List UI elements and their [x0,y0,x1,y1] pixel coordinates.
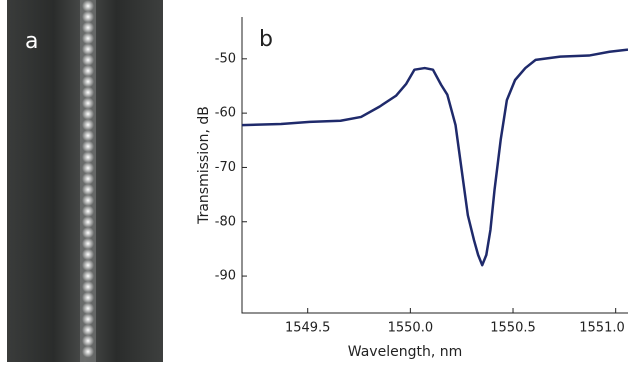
bead [82,0,94,12]
bead [82,302,94,314]
bead [82,54,94,66]
bead [82,119,94,131]
bead [82,194,94,206]
y-tick-label: -90 [215,269,236,284]
x-tick-label: 1550.5 [490,321,536,336]
figure: a b Wavelength, nm Transmission, dB -50 -… [0,0,628,365]
bead [82,140,94,152]
microscope-image [7,0,163,362]
bead [82,130,94,142]
bead [82,32,94,44]
x-tick-label: 1550.0 [388,321,434,336]
bead [82,43,94,55]
bead [82,173,94,185]
y-tick-label: -80 [215,214,236,229]
x-tick-label: 1549.5 [285,321,331,336]
bead [82,216,94,228]
bead [82,335,94,347]
bead [82,76,94,88]
y-tick-label: -60 [215,106,236,121]
bead [82,151,94,163]
bead [82,324,94,336]
bead [82,22,94,34]
x-tick-label: 1551.0 [579,321,625,336]
bead [82,205,94,217]
bead [82,108,94,120]
bead [82,313,94,325]
bead [82,162,94,174]
bead [82,97,94,109]
bead [82,270,94,282]
bead [82,238,94,250]
bead [82,86,94,98]
bead [82,65,94,77]
y-tick-label: -50 [215,51,236,66]
bead [82,281,94,293]
data-line [242,50,628,266]
bead [82,227,94,239]
bead [82,248,94,260]
bead [82,184,94,196]
panel-label: b [259,27,273,52]
bead [82,346,94,358]
panel-label: a [25,29,38,54]
x-axis-label: Wavelength, nm [348,344,462,360]
axes-frame [242,17,628,313]
bead [82,292,94,304]
bead [82,259,94,271]
y-tick-label: -70 [215,160,236,175]
y-axis-label: Transmission, dB [196,106,212,225]
bead [82,11,94,23]
